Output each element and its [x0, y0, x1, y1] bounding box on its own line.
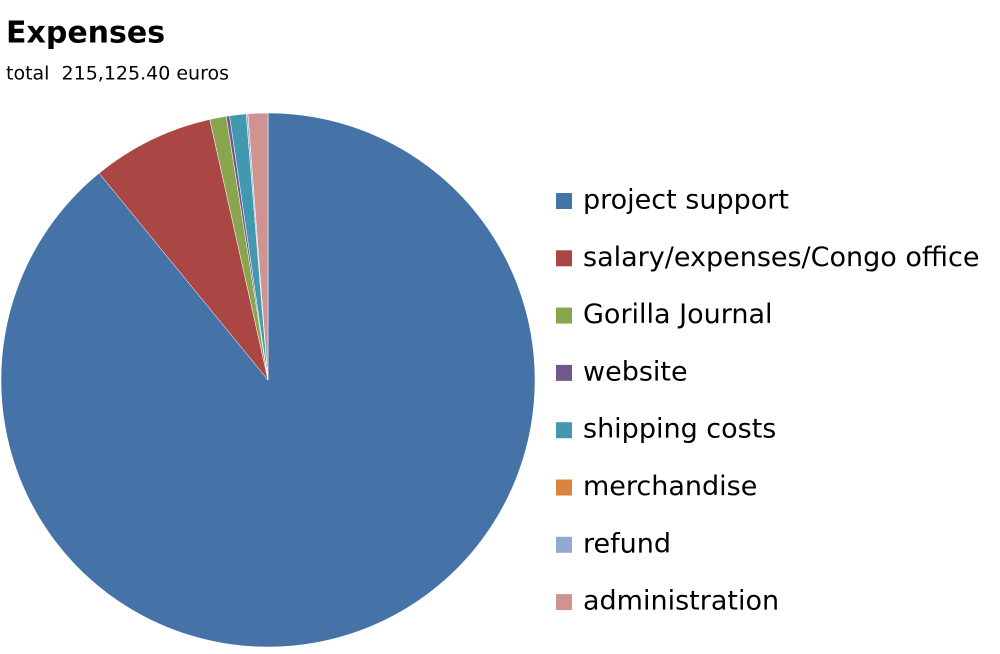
- legend-label: project support: [583, 185, 789, 216]
- legend-label: Gorilla Journal: [583, 299, 773, 330]
- legend-swatch: [556, 307, 572, 324]
- pie-slice: [98, 119, 269, 381]
- legend-label: merchandise: [583, 471, 757, 502]
- legend-swatch: [556, 364, 572, 381]
- legend-label: salary/expenses/Congo office: [583, 242, 979, 273]
- legend-swatch: [556, 479, 572, 496]
- legend-label: administration: [583, 586, 779, 617]
- chart-subtitle: total 215,125.40 euros: [6, 63, 229, 85]
- legend-label: refund: [583, 528, 671, 559]
- legend-swatch: [556, 193, 572, 209]
- legend-swatch: [556, 536, 572, 553]
- legend-swatch: [556, 422, 572, 439]
- legend-swatch: [556, 250, 572, 267]
- chart-title: Expenses: [6, 16, 165, 51]
- pie-slice: [247, 112, 269, 381]
- legend-label: website: [583, 356, 688, 387]
- legend-swatch: [556, 594, 572, 611]
- legend-label: shipping costs: [583, 414, 776, 445]
